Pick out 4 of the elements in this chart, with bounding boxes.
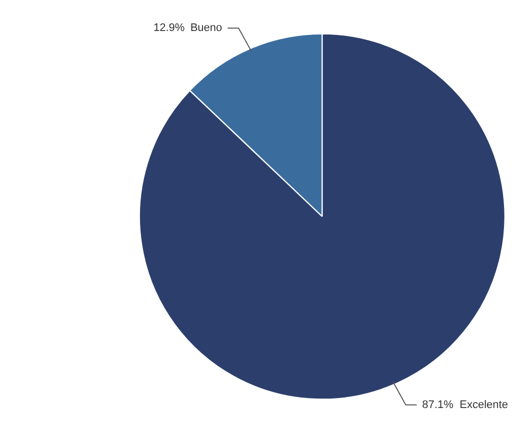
data-label: 87.1% bbox=[422, 398, 454, 411]
slice-label: Bueno bbox=[190, 22, 222, 34]
slice-label: Excelente bbox=[460, 398, 508, 411]
data-label: 12.9% bbox=[153, 22, 185, 34]
